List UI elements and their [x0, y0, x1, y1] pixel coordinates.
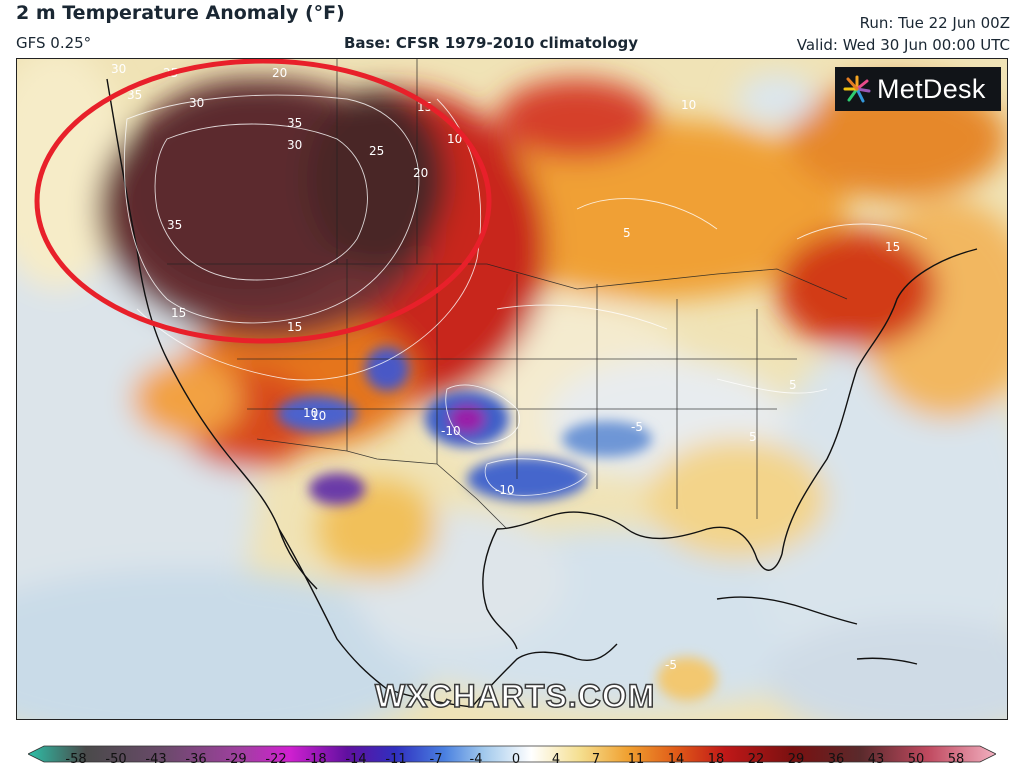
scale-tick: -58	[65, 752, 87, 767]
scale-tick: 36	[827, 752, 845, 767]
contour-label: -5	[665, 658, 677, 672]
contour-label: 10	[303, 406, 318, 420]
highlight-circle	[34, 59, 492, 344]
contour-label: 10	[681, 98, 696, 112]
contour-label: -10	[441, 424, 461, 438]
contour-label: 20	[272, 66, 287, 80]
contour-label: 30	[111, 62, 126, 76]
anomaly-map[interactable]: 30 25 20 35 30 15 10 35 25 20 30 35 15 1…	[16, 58, 1008, 720]
scale-tick: -4	[469, 752, 483, 767]
scale-tick: 18	[707, 752, 725, 767]
contour-label: 10	[311, 409, 326, 423]
political-borders	[167, 59, 848, 530]
scale-tick: 7	[591, 752, 601, 767]
model-label: GFS 0.25°	[16, 34, 92, 52]
contour-label: -10	[495, 483, 515, 497]
color-scale-ticks: -58 -50 -43 -36 -29 -22 -18 -14 -11 -7 -…	[28, 752, 996, 776]
contour-label: -5	[631, 420, 643, 434]
scale-tick: 11	[627, 752, 645, 767]
scale-tick: 22	[747, 752, 765, 767]
scale-tick: 29	[787, 752, 805, 767]
contour-label: 15	[171, 306, 186, 320]
scale-tick: -7	[429, 752, 443, 767]
scale-tick: -11	[385, 752, 407, 767]
run-label: Run: Tue 22 Jun 00Z	[859, 14, 1010, 32]
map-canvas: 30 25 20 35 30 15 10 35 25 20 30 35 15 1…	[17, 59, 1007, 719]
contour-label: 15	[287, 320, 302, 334]
scale-tick: 0	[511, 752, 521, 767]
contour-labels: 30 25 20 35 30 15 10 35 25 20 30 35 15 1…	[111, 62, 900, 672]
scale-tick: 43	[867, 752, 885, 767]
coastlines	[106, 78, 978, 708]
scale-tick: -14	[345, 752, 367, 767]
scale-tick: -29	[225, 752, 247, 767]
contour-label: 35	[127, 88, 142, 102]
contour-label: 25	[369, 144, 384, 158]
contour-label: 30	[287, 138, 302, 152]
contour-label: 35	[287, 116, 302, 130]
contour-label: 10	[447, 132, 462, 146]
scale-tick: -36	[185, 752, 207, 767]
scale-tick: 58	[947, 752, 965, 767]
contour-label: 5	[623, 226, 631, 240]
color-scale-bar	[28, 745, 996, 763]
scale-tick: -50	[105, 752, 127, 767]
contour-label: 5	[789, 378, 797, 392]
scale-tick: -18	[305, 752, 327, 767]
scale-tick: 50	[907, 752, 925, 767]
metdesk-logo: MetDesk	[835, 67, 1001, 111]
chart-title: 2 m Temperature Anomaly (°F)	[16, 2, 345, 24]
burst-icon	[843, 75, 871, 103]
base-climatology-label: Base: CFSR 1979-2010 climatology	[344, 34, 639, 52]
contour-label: 35	[167, 218, 182, 232]
contour-label: 20	[413, 166, 428, 180]
scale-tick: -43	[145, 752, 167, 767]
valid-time-label: Valid: Wed 30 Jun 00:00 UTC	[796, 36, 1010, 54]
contour-label: 5	[749, 430, 757, 444]
contour-label: 30	[189, 96, 204, 110]
contour-label: 15	[885, 240, 900, 254]
logo-text: MetDesk	[877, 73, 986, 104]
scale-tick: -22	[265, 752, 287, 767]
watermark: WXCHARTS.COM	[374, 677, 656, 715]
scale-tick: 4	[551, 752, 561, 767]
scale-tick: 14	[667, 752, 685, 767]
